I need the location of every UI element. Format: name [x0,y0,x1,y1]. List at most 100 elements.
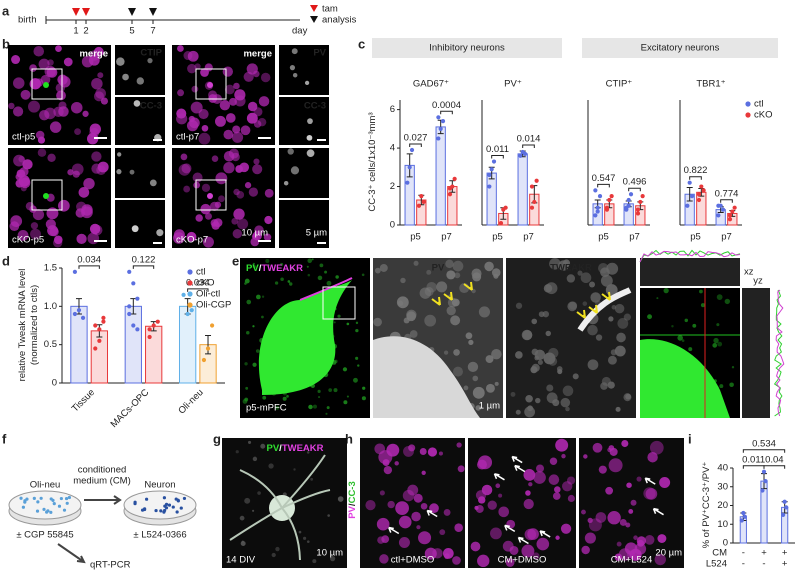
cell [223,129,234,140]
cell [525,490,531,496]
label: ± L524-0366 [133,530,186,541]
chart-title: PV⁺ [504,79,522,90]
arrow [443,291,453,301]
cell [700,303,706,308]
cell [51,498,55,502]
label: Neuron [144,480,175,491]
data-point [503,205,508,210]
data-point [593,188,598,193]
label: ctl+DMSO [391,555,435,566]
apoptotic-cell [207,193,213,199]
cell [465,332,473,340]
cell [280,277,284,281]
bracket [78,265,100,269]
cell [616,332,626,343]
cell [443,350,449,355]
data-point [181,292,186,297]
cell [557,368,563,375]
data-point [742,514,747,519]
cell [398,515,412,529]
cell [584,532,596,544]
cell [494,381,499,386]
cell [23,499,27,503]
x-tick-label: MACs-OPC [109,387,152,430]
cell [223,162,235,174]
cell [549,258,561,270]
cell [478,496,486,504]
data-point [147,327,152,332]
cell [177,45,184,52]
data-point [716,203,721,208]
label: h [345,431,353,446]
cell [244,497,251,504]
cell [239,515,245,521]
cell [717,341,723,347]
cell [555,535,560,540]
cell [712,343,718,348]
cell [614,345,626,357]
cell [681,339,685,342]
cell [201,183,211,192]
cell [30,222,39,230]
label: p5-mPFC [246,403,287,414]
cell [470,541,481,552]
roi-box [195,68,227,100]
cell [218,195,225,203]
cell [337,314,341,318]
bar [696,191,707,226]
data-point [135,296,140,301]
label: 20 µm [655,548,682,559]
label: 10 µm [241,228,268,239]
group-header-bg [582,38,778,58]
cell [477,554,490,568]
cell [303,536,307,540]
cell [53,106,64,118]
cell [261,295,265,298]
cell [657,534,667,543]
cell [543,284,553,293]
cell [521,544,535,558]
cell [645,488,658,500]
label: f [2,431,7,446]
cell [29,64,37,72]
group-header-bg [372,38,562,58]
cell [581,545,590,555]
cell [515,409,521,415]
data-point [416,203,422,208]
data-point [518,153,523,158]
data-point [760,488,765,493]
data-point [489,167,494,172]
arrow [652,507,664,516]
label: day [292,26,308,37]
label: 2 [83,26,88,37]
cell [524,406,536,418]
cell [536,537,550,551]
cell [621,440,629,448]
cell [549,457,558,466]
cell [19,177,31,189]
condition-value: + [761,548,767,559]
cell [600,274,613,287]
cell [424,287,434,297]
cell [542,310,550,318]
cell [143,507,147,512]
micrograph [279,97,329,145]
cell [716,294,723,301]
data-point [93,346,98,351]
cell [548,356,558,366]
label: a [2,3,10,18]
cell [193,181,201,189]
y-tick-label: 0.5 [44,339,57,350]
data-point [76,308,82,313]
data-point [131,323,136,328]
data-point [607,197,612,203]
condition-value: - [762,559,765,570]
channel-part: / [347,503,358,506]
cell [260,72,271,83]
cell [628,509,634,514]
cell [450,315,461,326]
cell [608,458,623,473]
cell [565,406,570,412]
cell [454,272,461,279]
label: 5 [129,26,134,37]
